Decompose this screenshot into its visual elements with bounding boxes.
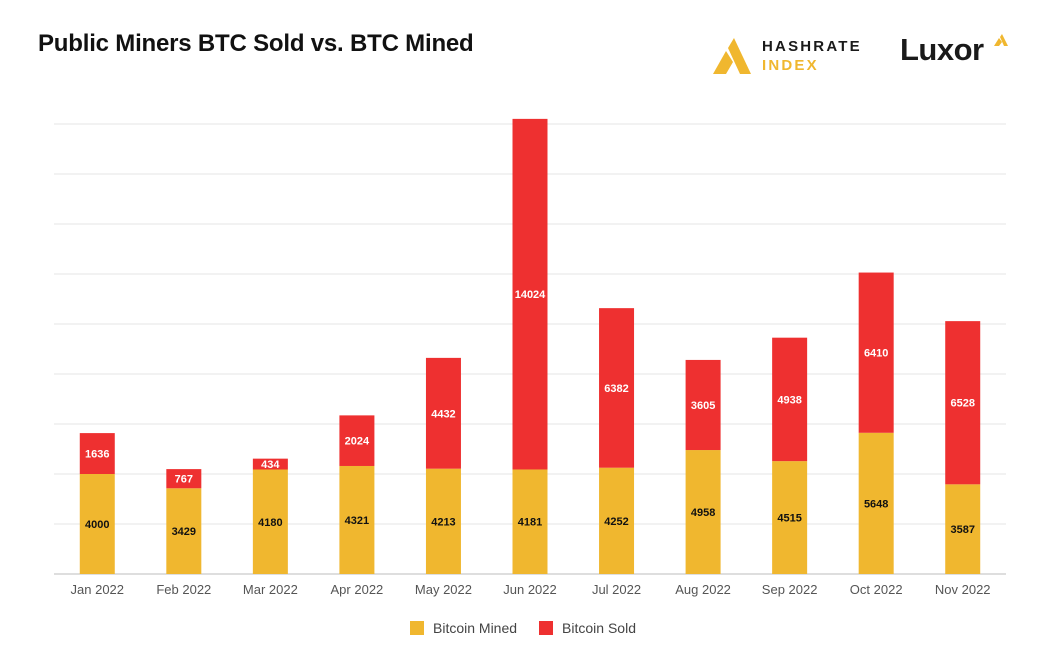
bar-mined: [945, 484, 981, 574]
chart-legend: Bitcoin Mined Bitcoin Sold: [410, 620, 658, 636]
data-label-sold: 6382: [604, 383, 628, 395]
data-label-mined: 4181: [518, 517, 542, 529]
data-label-mined: 4252: [604, 516, 628, 528]
bar-mined: [166, 488, 202, 574]
legend-label-sold: Bitcoin Sold: [562, 620, 636, 636]
bar-sold: [79, 433, 115, 474]
chart-title: Public Miners BTC Sold vs. BTC Mined: [38, 30, 474, 57]
data-label-sold: 767: [175, 474, 193, 486]
data-label-sold: 14024: [515, 289, 546, 301]
data-label-sold: 3605: [691, 400, 715, 412]
hashrate-index-logo-icon: [713, 38, 751, 74]
data-label-sold: 4938: [777, 394, 801, 406]
data-label-mined: 4958: [691, 507, 715, 519]
x-tick-label: Aug 2022: [675, 582, 731, 597]
legend-swatch-mined: [410, 621, 424, 635]
index-logo-text: INDEX: [762, 57, 819, 74]
data-label-sold: 4432: [431, 408, 455, 420]
bar-mined: [252, 469, 288, 574]
data-label-mined: 3429: [172, 526, 196, 538]
bar-sold: [339, 415, 375, 466]
bar-sold: [772, 337, 808, 462]
luxor-logo-icon: [994, 34, 1008, 46]
x-tick-label: Jan 2022: [71, 582, 125, 597]
data-label-mined: 4000: [85, 519, 109, 531]
x-tick-label: Jun 2022: [503, 582, 557, 597]
data-label-sold: 434: [261, 459, 280, 471]
bar-sold: [512, 118, 548, 470]
legend-label-mined: Bitcoin Mined: [433, 620, 518, 636]
legend-item-mined: Bitcoin Mined: [410, 620, 517, 636]
data-label-mined: 3587: [950, 524, 974, 536]
luxor-logo-text: Luxor: [900, 32, 984, 67]
hashrate-index-logo: HASHRATE INDEX: [713, 38, 873, 78]
data-label-sold: 1636: [85, 449, 109, 461]
bar-sold: [945, 321, 981, 485]
bar-mined: [512, 469, 548, 574]
legend-swatch-sold: [539, 621, 554, 635]
x-tick-label: May 2022: [415, 582, 472, 597]
legend-item-sold: Bitcoin Sold: [539, 620, 636, 636]
bar-mined: [858, 432, 894, 574]
bar-sold: [425, 357, 461, 469]
x-tick-label: Jul 2022: [592, 582, 641, 597]
stacked-bar-chart: 4000 1636 Jan 2022 3429 767 Feb 2022 4180 434 Ma…: [54, 118, 1006, 597]
data-label-sold: 6410: [864, 348, 888, 360]
x-tick-label: Sep 2022: [762, 582, 818, 597]
bar-mined: [339, 465, 375, 574]
bar-mined: [685, 450, 721, 574]
bar-mined: [599, 467, 635, 574]
hashrate-logo-text: HASHRATE: [762, 38, 862, 55]
x-tick-label: Feb 2022: [156, 582, 211, 597]
bar-mined: [772, 461, 808, 574]
bar-mined: [425, 468, 461, 574]
data-label-sold: 2024: [345, 436, 370, 448]
data-label-sold: 6528: [950, 398, 974, 410]
bar-sold: [858, 272, 894, 433]
x-tick-label: Apr 2022: [331, 582, 384, 597]
bar-sold: [252, 458, 288, 470]
bar-sold: [599, 308, 635, 468]
luxor-logo: Luxor: [900, 32, 1020, 72]
data-label-mined: 4180: [258, 517, 282, 529]
x-tick-label: Oct 2022: [850, 582, 903, 597]
x-tick-label: Mar 2022: [243, 582, 298, 597]
data-label-mined: 4213: [431, 516, 455, 528]
x-tick-label: Nov 2022: [935, 582, 991, 597]
bar-sold: [685, 359, 721, 451]
data-label-mined: 5648: [864, 498, 888, 510]
bar-mined: [79, 474, 115, 574]
bar-sold: [166, 469, 202, 489]
data-label-mined: 4321: [345, 515, 369, 527]
data-label-mined: 4515: [777, 513, 801, 525]
